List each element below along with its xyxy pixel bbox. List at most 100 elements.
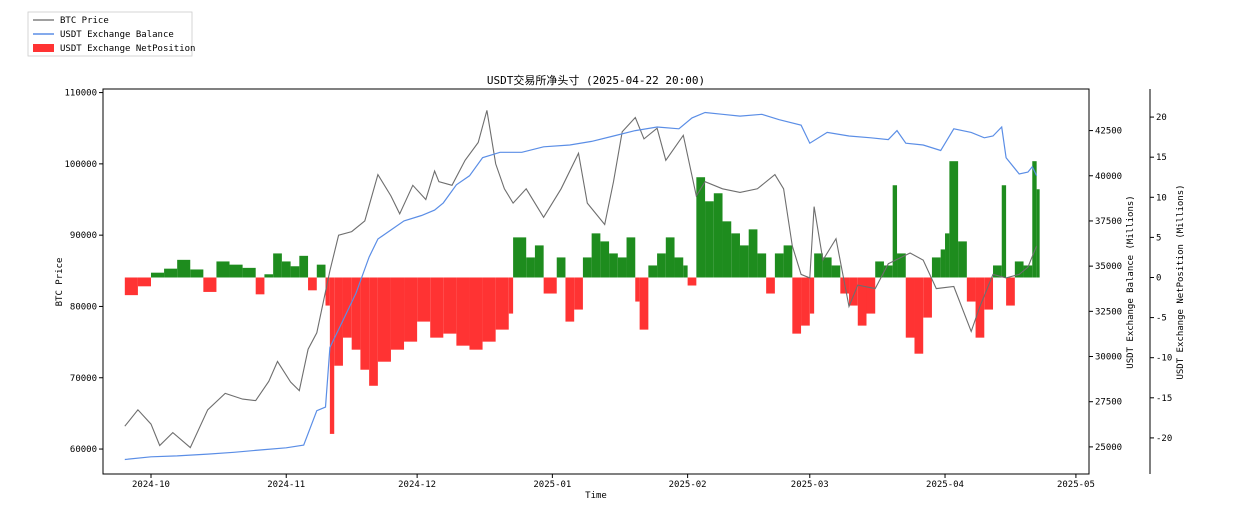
netposition-bar (722, 221, 732, 278)
netposition-bar (456, 277, 470, 346)
netposition-bar (124, 277, 138, 296)
balance-tick-label: 35000 (1095, 262, 1122, 272)
netposition-tick-label: 15 (1156, 153, 1167, 163)
netposition-bars (124, 161, 1040, 434)
netposition-bar (814, 253, 823, 278)
btc-price-line (124, 110, 1038, 449)
x-axis-label: Time (585, 491, 607, 501)
netposition-bar (674, 257, 684, 278)
netposition-bar (648, 265, 658, 278)
time-tick-label: 2025-05 (1057, 480, 1095, 490)
legend-label-2: USDT Exchange NetPosition (60, 44, 195, 54)
netposition-bar (377, 277, 391, 362)
balance-tick-label: 40000 (1095, 172, 1122, 182)
netposition-tick-label: -5 (1156, 314, 1167, 324)
legend-label-1: USDT Exchange Balance (60, 30, 174, 40)
netposition-axis: -20 -15 -10 -5 0 5 10 15 20 (1149, 89, 1172, 474)
netposition-bar (739, 245, 749, 278)
legend-swatch-2 (33, 44, 54, 52)
netposition-bar (390, 277, 405, 350)
balance-tick-label: 42500 (1095, 127, 1122, 137)
netposition-bar (883, 265, 893, 278)
netposition-bar (809, 277, 815, 314)
time-tick-label: 2024-11 (267, 480, 305, 490)
price-tick-label: 60000 (70, 445, 97, 455)
netposition-bar (774, 253, 784, 278)
netposition-bar (914, 277, 924, 354)
price-tick-label: 110000 (64, 89, 97, 99)
netposition-bar (329, 277, 335, 434)
chart-lines (124, 110, 1038, 461)
netposition-bar (526, 257, 535, 278)
netposition-bar (713, 193, 723, 278)
netposition-bar (430, 277, 444, 338)
netposition-bar (508, 277, 514, 314)
netposition-bar (255, 277, 265, 295)
netposition-tick-label: -15 (1156, 394, 1172, 404)
netposition-bar (565, 277, 575, 322)
netposition-bar (600, 241, 610, 278)
netposition-bar (482, 277, 496, 342)
netposition-bar (582, 257, 592, 278)
netposition-bar (513, 237, 527, 278)
netposition-bar (273, 253, 282, 278)
netposition-bar (369, 277, 378, 386)
price-tick-label: 80000 (70, 302, 97, 312)
netposition-bar (783, 245, 793, 278)
netposition-bar (534, 245, 544, 278)
netposition-bar (731, 233, 740, 278)
price-axis: 60000 70000 80000 90000 100000 110000 (64, 89, 103, 455)
netposition-bar (351, 277, 361, 350)
plot-frame (102, 88, 1090, 475)
netposition-bar (216, 261, 230, 278)
balance-tick-label: 25000 (1095, 443, 1122, 453)
price-tick-label: 100000 (64, 160, 97, 170)
usdt-balance-line (124, 111, 1038, 461)
netposition-bar (866, 277, 876, 314)
netposition-bar (857, 277, 867, 326)
netposition-bar (665, 237, 675, 278)
netposition-bar (591, 233, 601, 278)
netposition-bar (849, 277, 858, 306)
netposition-bar (945, 233, 950, 278)
netposition-bar (875, 261, 884, 278)
netposition-bar (443, 277, 457, 334)
netposition-bar (905, 277, 915, 338)
legend: BTC Price USDT Exchange Balance USDT Excha… (27, 11, 195, 57)
netposition-bar (281, 261, 291, 278)
netposition-bar (617, 257, 627, 278)
netposition-bar (1036, 189, 1040, 278)
netposition-bar (137, 277, 151, 287)
netposition-bar (966, 277, 976, 302)
netposition-bar (696, 177, 706, 278)
time-tick-label: 2025-01 (533, 480, 571, 490)
balance-tick-label: 30000 (1095, 353, 1122, 363)
balance-tick-label: 27500 (1095, 398, 1122, 408)
netposition-bar (360, 277, 370, 370)
time-tick-label: 2025-04 (926, 480, 964, 490)
netposition-bar (831, 265, 841, 278)
netposition-bar (164, 268, 178, 278)
netposition-bar (325, 277, 330, 306)
netposition-bar (190, 269, 204, 278)
netposition-tick-label: -20 (1156, 434, 1172, 444)
netposition-bar (993, 265, 1002, 278)
netposition-bar (495, 277, 509, 330)
netposition-bar (705, 201, 714, 278)
netposition-bar (334, 277, 343, 366)
netposition-bar (923, 277, 932, 318)
netposition-bar (1001, 185, 1007, 278)
netposition-bar (748, 229, 758, 278)
chart-title: USDT交易所净头寸 (2025-04-22 20:00) (487, 73, 705, 87)
time-tick-label: 2025-02 (669, 480, 707, 490)
netposition-tick-label: 20 (1156, 113, 1167, 123)
legend-label-0: BTC Price (60, 16, 109, 26)
netposition-bar (757, 253, 767, 278)
time-tick-label: 2025-03 (791, 480, 829, 490)
netposition-bar (469, 277, 483, 350)
netposition-bar (1014, 261, 1024, 278)
netposition-bar (299, 255, 309, 278)
netposition-bar (657, 253, 666, 278)
price-tick-label: 90000 (70, 231, 97, 241)
